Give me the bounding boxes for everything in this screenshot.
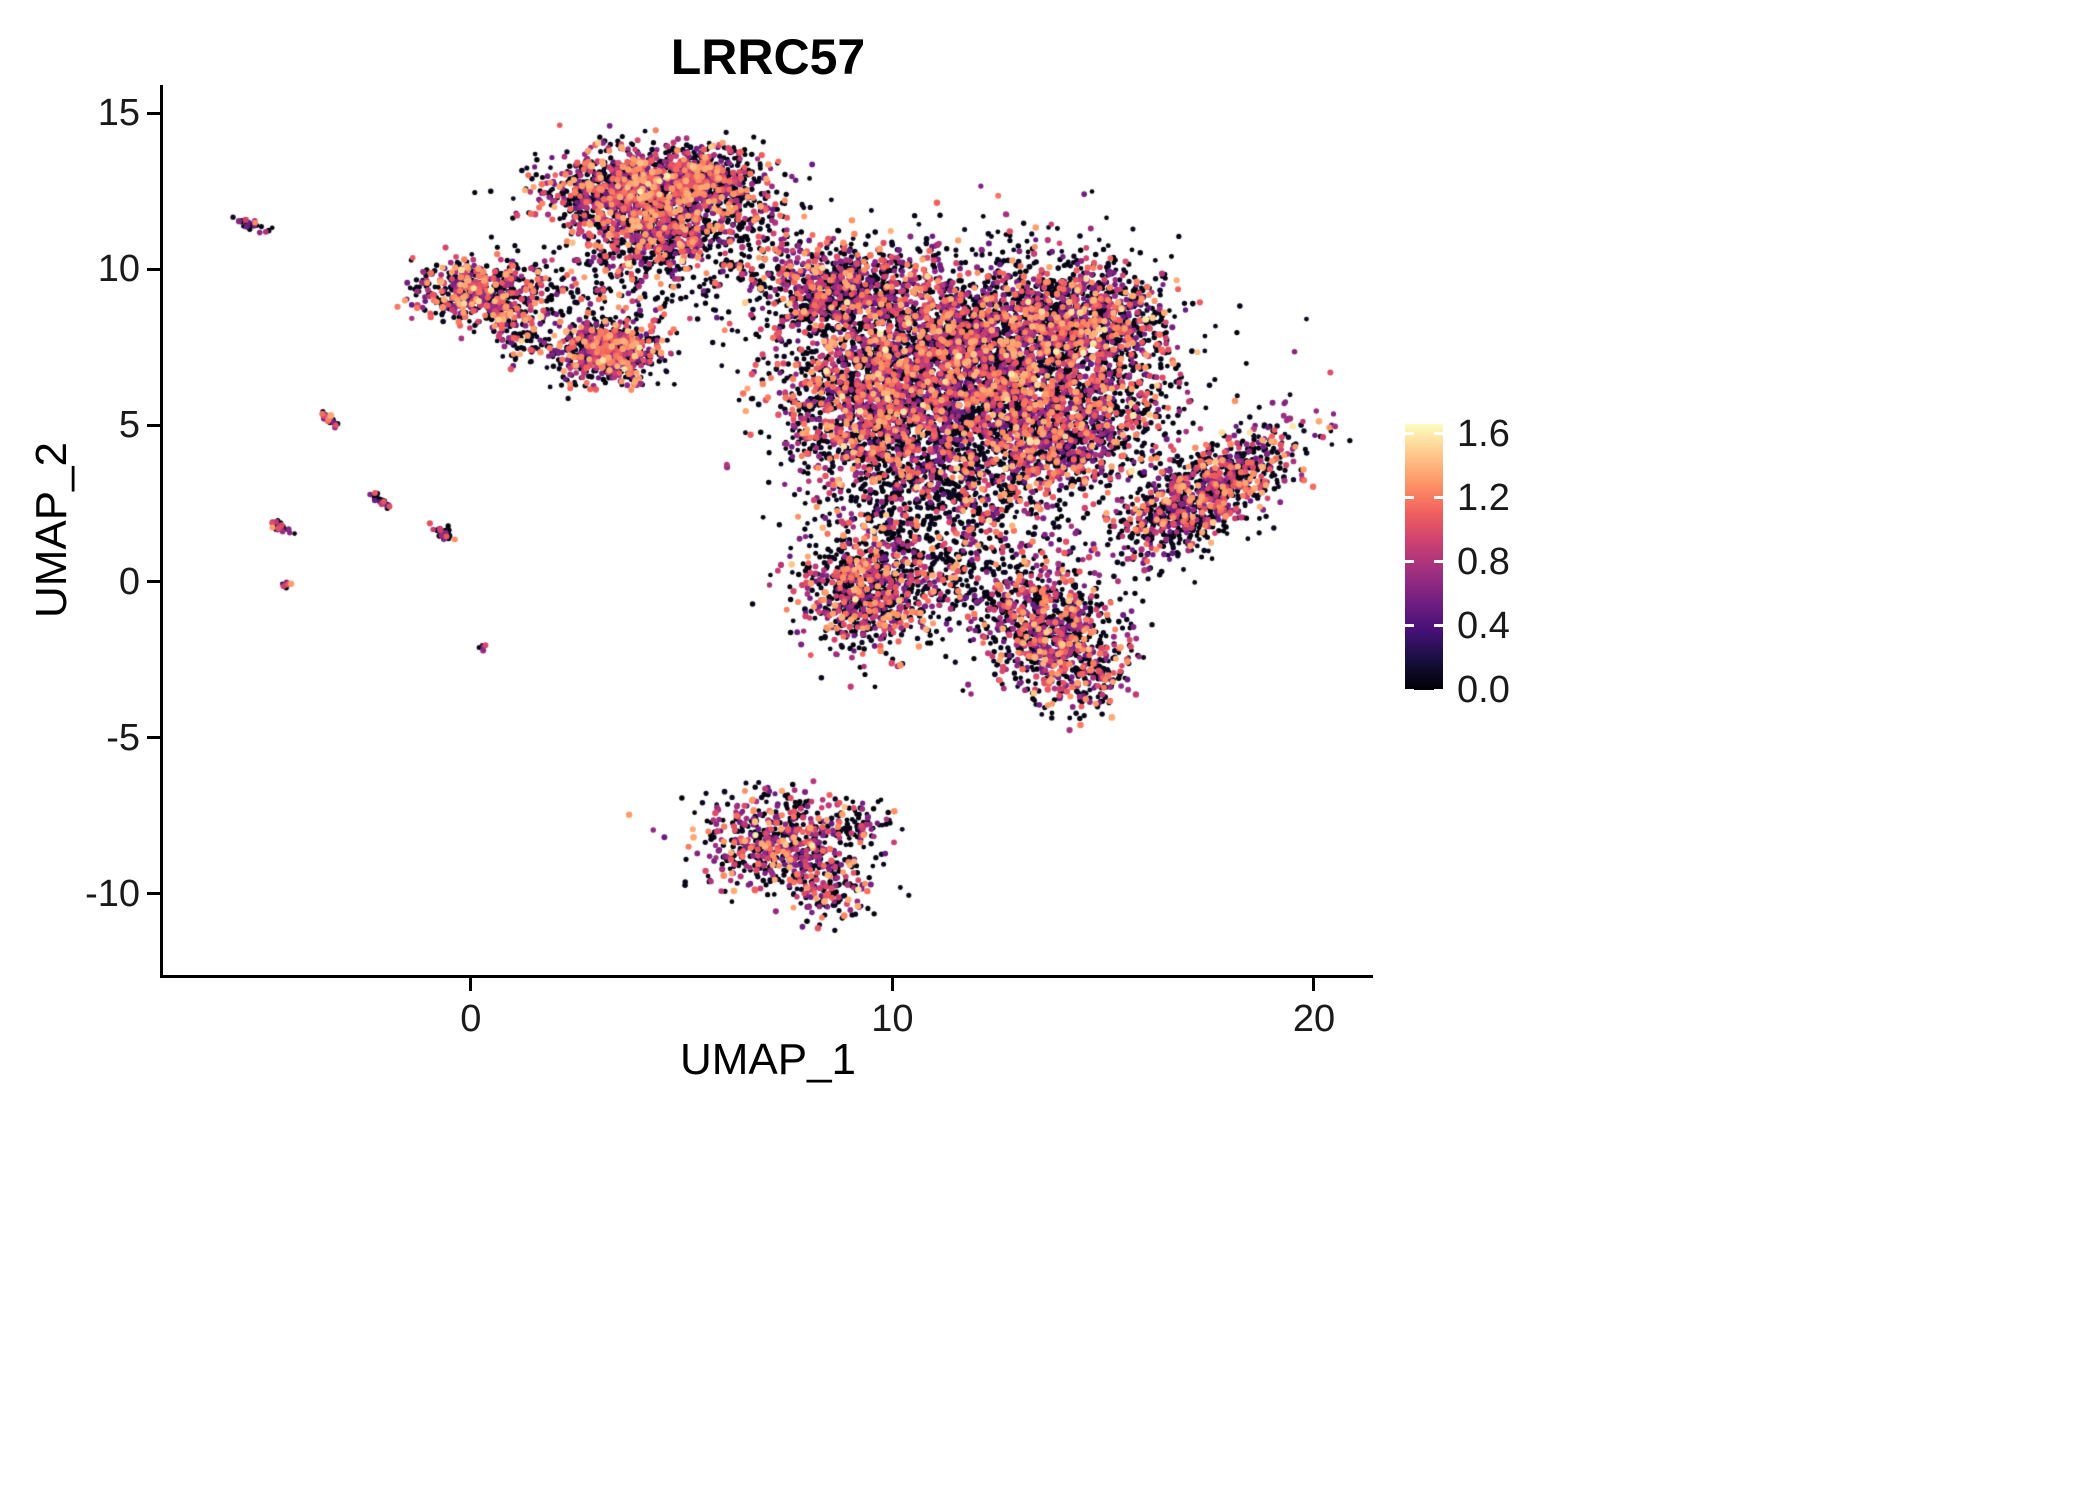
- colorbar-gradient: [1405, 424, 1443, 690]
- y-tick-mark: [147, 736, 160, 740]
- y-tick-mark: [147, 580, 160, 584]
- colorbar-tick-label: 0.4: [1457, 604, 1510, 647]
- y-tick-label: 0: [118, 560, 140, 603]
- x-tick-mark: [469, 978, 473, 991]
- colorbar-tick-label: 1.2: [1457, 476, 1510, 519]
- y-tick-label: 5: [118, 404, 140, 447]
- plot-area: [163, 85, 1373, 975]
- x-axis-line: [160, 975, 1373, 978]
- y-tick-mark: [147, 892, 160, 896]
- colorbar-tick-label: 1.6: [1457, 412, 1510, 455]
- colorbar-tick-label: 0.0: [1457, 669, 1510, 711]
- colorbar-tick-mark: [1405, 560, 1414, 564]
- colorbar-tick-label: 0.8: [1457, 540, 1510, 583]
- colorbar-tick-mark: [1405, 624, 1414, 628]
- x-tick-label: 10: [871, 998, 914, 1040]
- colorbar-tick-mark: [1434, 560, 1443, 564]
- y-tick-label: -10: [85, 872, 140, 915]
- x-tick-label: 0: [460, 998, 482, 1040]
- y-tick-label: 15: [97, 92, 140, 135]
- plot-title: LRRC57: [670, 29, 866, 85]
- umap-scatter-canvas: [163, 85, 1373, 975]
- colorbar-tick-mark: [1405, 688, 1414, 692]
- colorbar-tick-mark: [1405, 496, 1414, 500]
- colorbar-tick-mark: [1434, 432, 1443, 436]
- y-tick-label: 10: [97, 248, 140, 291]
- y-tick-mark: [147, 423, 160, 427]
- colorbar-tick-mark: [1434, 688, 1443, 692]
- colorbar-tick-mark: [1434, 624, 1443, 628]
- y-tick-mark: [147, 267, 160, 271]
- x-tick-mark: [1312, 978, 1316, 991]
- y-tick-mark: [147, 111, 160, 115]
- x-axis-label: UMAP_1: [679, 1035, 857, 1084]
- y-axis-line: [160, 85, 163, 978]
- x-tick-label: 20: [1292, 998, 1336, 1040]
- colorbar-tick-mark: [1434, 496, 1443, 500]
- colorbar-tick-mark: [1405, 432, 1414, 436]
- x-tick-mark: [890, 978, 894, 991]
- y-tick-label: -5: [106, 716, 140, 759]
